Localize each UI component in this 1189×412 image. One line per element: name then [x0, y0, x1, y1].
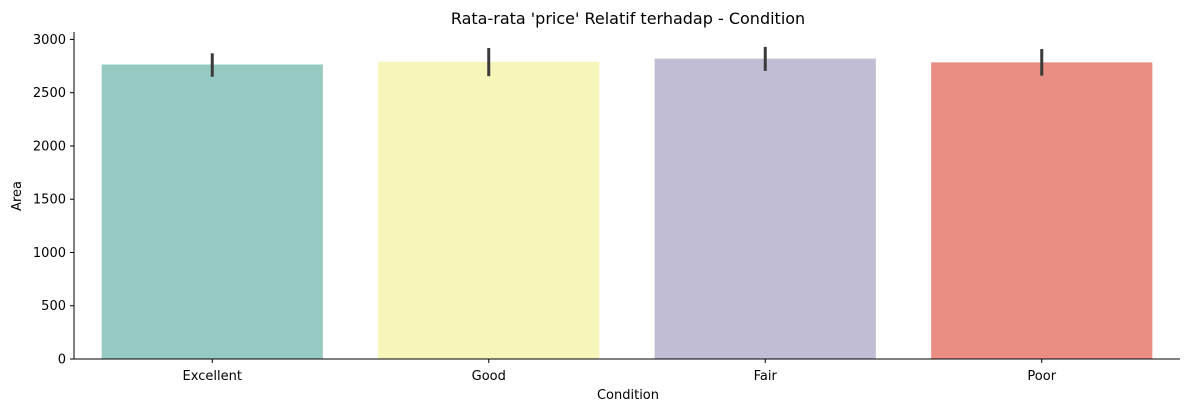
y-tick-label: 1500	[33, 193, 66, 208]
y-tick-label: 0	[58, 353, 66, 368]
y-axis-label: Area	[10, 181, 25, 211]
error-bars-layer	[210, 46, 1044, 77]
x-tick-label: Excellent	[183, 369, 242, 384]
bar-fair	[654, 58, 876, 360]
x-tick-label: Poor	[1027, 369, 1056, 384]
y-tick-label: 3000	[33, 33, 66, 48]
chart-title: Rata-rata 'price' Relatif terhadap - Con…	[451, 9, 805, 28]
x-tick-label: Good	[472, 369, 506, 384]
x-tick-label: Fair	[754, 369, 778, 384]
y-tick-label: 500	[41, 299, 66, 314]
x-axis-label: Condition	[597, 388, 659, 403]
bar-poor	[931, 62, 1153, 359]
y-axis: 0 500 1000 1500 2000 2500 3000	[33, 32, 75, 368]
x-axis: Excellent Good Fair Poor	[74, 358, 1180, 384]
y-tick-label: 2500	[33, 86, 66, 101]
bar-excellent	[101, 64, 323, 359]
y-tick-label: 2000	[33, 139, 66, 154]
bars-layer	[101, 58, 1153, 360]
bar-good	[378, 61, 600, 360]
y-tick-label: 1000	[33, 246, 66, 261]
